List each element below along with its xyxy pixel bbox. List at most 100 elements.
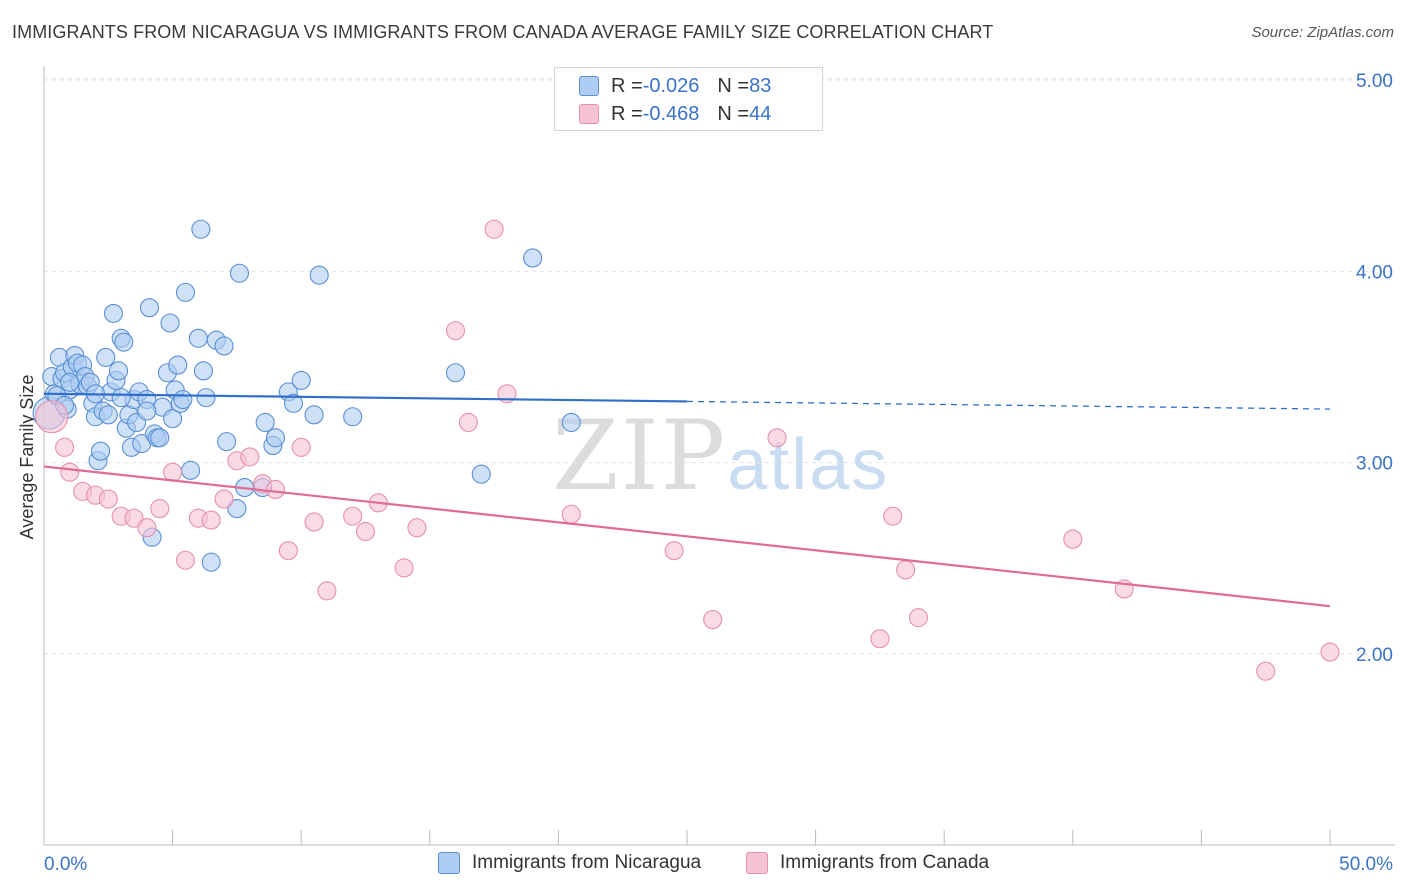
point-nicaragua: [139, 298, 160, 318]
point-canada: [664, 541, 684, 561]
point-canada: [265, 479, 286, 500]
point-nicaragua: [168, 355, 188, 375]
watermark: ZIPatlas: [552, 400, 889, 512]
watermark-zip: ZIP: [552, 400, 728, 512]
point-canada: [703, 610, 723, 630]
point-canada: [124, 508, 144, 528]
legend-item-canada: Immigrants from Canada: [746, 852, 989, 874]
point-nicaragua: [214, 336, 234, 356]
point-canada: [458, 412, 478, 433]
point-canada: [394, 558, 414, 578]
y-tick-label: 3.00: [1356, 454, 1393, 475]
point-canada: [870, 629, 890, 649]
point-nicaragua: [217, 432, 237, 452]
point-canada: [55, 437, 75, 457]
point-canada: [343, 506, 363, 526]
point-nicaragua: [98, 405, 118, 425]
point-nicaragua: [96, 347, 116, 367]
point-canada: [355, 521, 376, 542]
stats-legend-row-nicaragua: R = -0.026 N = 83: [579, 73, 771, 99]
trendline-nicaragua: [43, 392, 688, 403]
point-nicaragua: [227, 499, 247, 519]
stats-legend-row-canada: R = -0.468 N = 44: [579, 101, 771, 127]
point-canada: [137, 518, 157, 538]
point-canada: [1320, 642, 1340, 662]
legend-item-nicaragua: Immigrants from Nicaragua: [438, 852, 701, 874]
legend-swatch-canada: [746, 852, 768, 874]
point-nicaragua: [111, 388, 131, 408]
canada-swatch: [579, 104, 599, 124]
point-canada: [278, 541, 298, 561]
point-nicaragua: [561, 412, 581, 433]
point-canada: [561, 504, 581, 524]
point-canada: [317, 581, 337, 601]
point-nicaragua: [471, 464, 491, 484]
point-canada: [407, 518, 427, 538]
point-nicaragua: [191, 219, 211, 239]
legend-label-nicaragua: Immigrants from Nicaragua: [472, 852, 702, 873]
point-nicaragua: [160, 313, 180, 333]
source-credit: Source: ZipAtlas.com: [1251, 24, 1394, 41]
point-canada: [163, 462, 183, 482]
point-nicaragua: [343, 407, 363, 427]
point-nicaragua: [265, 428, 286, 448]
point-canada: [35, 400, 69, 434]
point-nicaragua: [137, 401, 157, 421]
r-value: -0.468: [642, 102, 700, 125]
y-tick-label: 2.00: [1356, 645, 1393, 666]
trendline-canada: [43, 465, 1331, 608]
n-label: N =: [717, 102, 750, 125]
point-nicaragua: [175, 282, 196, 302]
point-nicaragua: [196, 388, 216, 408]
point-canada: [214, 489, 234, 509]
chart-title: IMMIGRANTS FROM NICARAGUA VS IMMIGRANTS …: [12, 22, 994, 42]
point-nicaragua: [173, 389, 193, 410]
watermark-atlas: atlas: [727, 425, 890, 505]
point-canada: [767, 428, 787, 448]
r-value: -0.026: [642, 74, 700, 97]
y-tick-label: 4.00: [1356, 262, 1393, 283]
point-canada: [240, 447, 260, 467]
point-nicaragua: [523, 248, 543, 268]
point-nicaragua: [60, 372, 80, 392]
y-tick-label: 5.00: [1356, 71, 1393, 92]
trendline-nicaragua-extension: [686, 400, 1331, 410]
point-nicaragua: [309, 265, 329, 285]
point-canada: [201, 510, 221, 530]
point-canada: [175, 550, 196, 570]
point-nicaragua: [304, 405, 324, 425]
point-nicaragua: [114, 332, 134, 352]
point-canada: [60, 462, 80, 482]
point-nicaragua: [291, 370, 311, 390]
point-nicaragua: [91, 441, 111, 461]
point-nicaragua: [201, 552, 221, 572]
y-axis-label: Average Family Size: [17, 375, 37, 540]
point-canada: [896, 560, 916, 580]
point-nicaragua: [445, 363, 466, 383]
point-canada: [1256, 661, 1276, 681]
point-canada: [304, 512, 324, 532]
point-canada: [98, 489, 118, 509]
point-nicaragua: [150, 428, 170, 448]
point-canada: [908, 608, 929, 628]
point-nicaragua: [188, 328, 208, 348]
point-canada: [1063, 529, 1083, 549]
point-nicaragua: [193, 361, 214, 381]
point-nicaragua: [283, 393, 304, 413]
point-canada: [883, 506, 903, 526]
x-tick-label-min: 0.0%: [44, 854, 87, 875]
point-nicaragua: [181, 460, 201, 480]
point-canada: [484, 219, 504, 239]
point-canada: [291, 437, 311, 457]
r-label: R =: [611, 74, 643, 97]
stats-legend: R = -0.026 N = 83 R = -0.468 N = 44: [554, 67, 823, 131]
legend-swatch-nicaragua: [438, 852, 460, 874]
point-nicaragua: [255, 412, 275, 433]
n-value: 44: [749, 102, 772, 125]
n-label: N =: [717, 74, 750, 97]
r-label: R =: [611, 102, 643, 125]
point-nicaragua: [103, 303, 123, 323]
point-nicaragua: [163, 409, 183, 429]
legend-label-canada: Immigrants from Canada: [780, 852, 990, 873]
